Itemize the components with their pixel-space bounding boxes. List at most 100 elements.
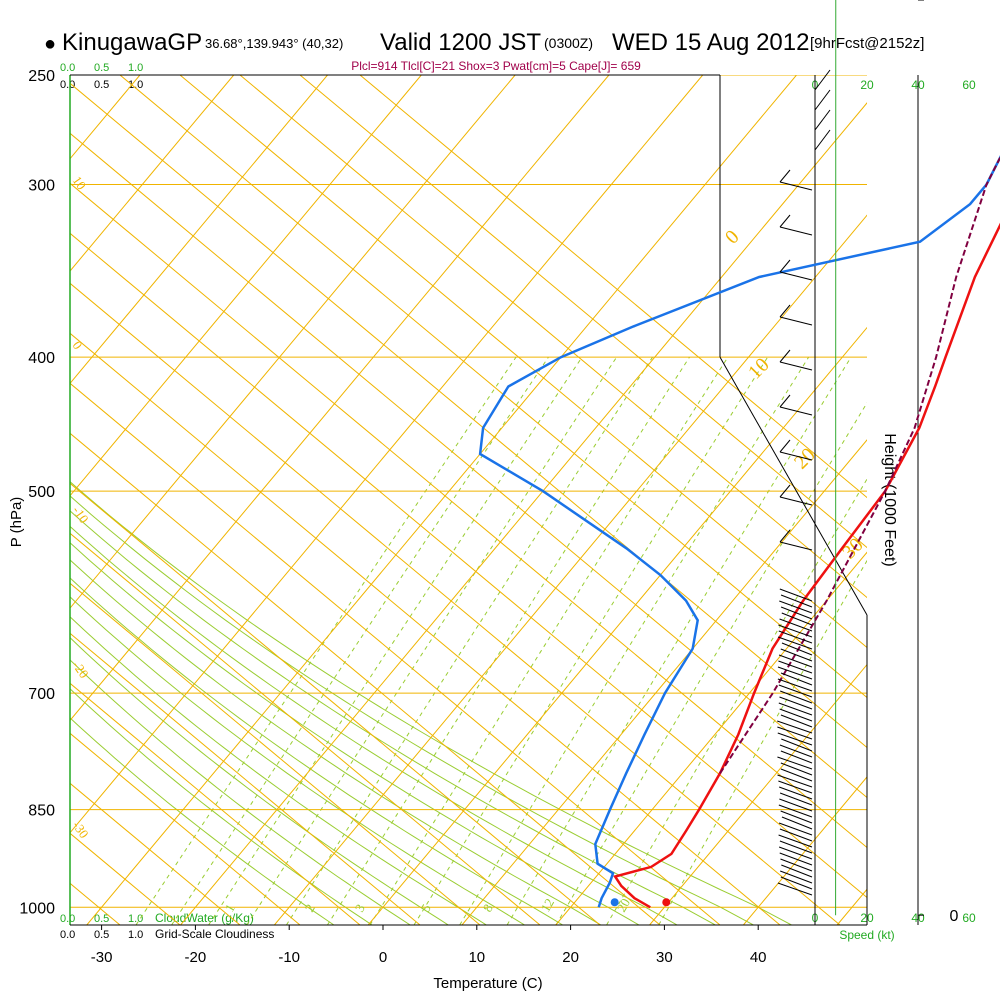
mixing-ratio-line bbox=[327, 357, 689, 925]
dry-adiabat-label: 10 bbox=[70, 173, 90, 192]
valid-time: Valid 1200 JST bbox=[380, 29, 541, 56]
pressure-tick-label: 250 bbox=[28, 68, 55, 85]
cloudiness-label: Grid-Scale Cloudiness bbox=[155, 927, 274, 941]
moist-adiabat-line bbox=[0, 0, 677, 925]
pressure-tick-label: 400 bbox=[28, 350, 55, 367]
moist-adiabat-line bbox=[0, 0, 410, 925]
wind-barb-icon bbox=[780, 793, 812, 805]
wind-barb-icon bbox=[780, 697, 812, 709]
isotherm-line bbox=[837, 75, 1000, 925]
wind-barb-icon bbox=[779, 823, 812, 835]
wind-barb-icon bbox=[780, 305, 790, 317]
dry-adiabat-label: -10 bbox=[70, 503, 92, 526]
wind-barb-icon bbox=[779, 805, 812, 817]
background-lines bbox=[0, 0, 1000, 925]
pressure-tick-label: 1000 bbox=[19, 900, 55, 917]
mixing-ratio-line bbox=[659, 357, 987, 925]
wind-barb-icon bbox=[779, 787, 812, 799]
dewpoint-profile-line bbox=[480, 99, 1000, 908]
wind-barb-icon bbox=[778, 781, 812, 793]
wind-barb-icon bbox=[780, 350, 790, 362]
wind-barb-icon bbox=[782, 613, 812, 625]
height-axis-title: Height (1000 Feet) bbox=[881, 433, 898, 566]
mixing-ratio-line bbox=[136, 357, 516, 925]
wind-barb-icon bbox=[780, 530, 790, 542]
cloudwater-tick-top-2: 1.0 bbox=[128, 62, 143, 74]
pressure-tick-label: 500 bbox=[28, 484, 55, 501]
y-axis-title: P (hPa) bbox=[8, 497, 25, 548]
wind-barb-icon bbox=[780, 871, 812, 883]
x-axis-title: Temperature (C) bbox=[433, 975, 542, 992]
speed-tick-top-1: 20 bbox=[860, 78, 874, 92]
mixing-ratio-line bbox=[209, 357, 582, 925]
wind-barb-icon bbox=[780, 272, 812, 280]
wind-barb-icon bbox=[780, 859, 812, 871]
isotherm-line bbox=[650, 75, 1000, 925]
moist-adiabat-line bbox=[0, 0, 601, 925]
wind-barb-icon bbox=[778, 733, 812, 745]
station-name: KinugawaGP bbox=[62, 29, 202, 56]
isotherm-line bbox=[0, 75, 703, 925]
wind-barb-icon bbox=[780, 841, 812, 853]
cloudiness-tick-bottom-2: 1.0 bbox=[128, 929, 143, 941]
temperature-tick-label: -20 bbox=[185, 949, 207, 966]
wind-barb-icon bbox=[779, 835, 812, 847]
top-right-speed-scale: 0 20 40 60 bbox=[812, 78, 976, 92]
wind-barb-icon bbox=[780, 542, 812, 550]
stability-params: Plcl=914 Tlcl[C]=21 Shox=3 Pwat[cm]=5 Ca… bbox=[351, 59, 641, 73]
cloudwater-tick-top-0: 0.0 bbox=[60, 62, 75, 74]
pressure-tick-label: 700 bbox=[28, 686, 55, 703]
dry-adiabat-line bbox=[0, 75, 480, 925]
height-tick-label: 32 bbox=[945, 0, 963, 4]
cloudiness-tick-bottom-0: 0.0 bbox=[60, 929, 75, 941]
temperature-tick-label: 20 bbox=[562, 949, 579, 966]
wind-barb-icon bbox=[780, 182, 812, 190]
speed-label: Speed (kt) bbox=[839, 928, 894, 942]
axis-ticks: 2503004005007008501000-30 -20 -10 0 10 20 30 40… bbox=[19, 0, 963, 966]
dry-adiabat-label: -30 bbox=[70, 818, 92, 841]
profiles bbox=[480, 99, 1000, 908]
surface-dewpoint-point bbox=[611, 898, 619, 906]
isotherm-line bbox=[368, 75, 1000, 925]
dry-adiabat-line bbox=[60, 75, 1000, 925]
wind-barb-icon bbox=[781, 715, 812, 727]
wind-barb-icon bbox=[781, 763, 812, 775]
moist-adiabat-line bbox=[0, 0, 525, 925]
skewt-chart: ● KinugawaGP 36.68°,139.943° (40,32) Val… bbox=[0, 0, 1000, 1000]
cloudiness-tick-bottom-1: 0.5 bbox=[94, 929, 109, 941]
dry-adiabat-label: 0 bbox=[721, 226, 744, 249]
moist-adiabat-line bbox=[0, 0, 448, 925]
moist-adiabat-line bbox=[0, 0, 715, 925]
wind-barb-icon bbox=[780, 227, 812, 235]
station-dot-icon: ● bbox=[44, 33, 56, 55]
temperature-tick-label: 30 bbox=[656, 949, 673, 966]
temperature-tick-label: 40 bbox=[750, 949, 767, 966]
valid-date: WED 15 Aug 2012 bbox=[612, 29, 809, 56]
temperature-tick-label: -30 bbox=[91, 949, 113, 966]
isotherm-line bbox=[181, 75, 891, 925]
wind-barb-icon bbox=[780, 745, 812, 757]
bottom-left-scales: 0.0 0.5 1.0 CloudWater (g/Kg) 0.0 0.5 1.… bbox=[60, 911, 274, 941]
wind-barb-icon bbox=[779, 655, 812, 667]
mixing-ratio-line bbox=[414, 357, 768, 925]
diagonal-edge bbox=[720, 357, 867, 615]
isotherm-line bbox=[556, 75, 1000, 925]
dry-adiabat-line bbox=[0, 75, 840, 925]
pressure-tick-label: 850 bbox=[28, 803, 55, 820]
wind-barb-icon bbox=[781, 751, 812, 763]
mixing-ratio-line bbox=[556, 357, 895, 925]
wind-barb-icon bbox=[780, 440, 790, 452]
mixing-ratio-line bbox=[370, 357, 728, 925]
temperature-tick-label: 0 bbox=[379, 949, 387, 966]
mixing-ratio-label: 5 bbox=[418, 901, 434, 914]
wind-barb-icon bbox=[780, 395, 790, 407]
wind-barb-icon bbox=[782, 817, 812, 829]
dry-adiabat-label: 0 bbox=[70, 338, 86, 352]
title-bar: ● KinugawaGP 36.68°,139.943° (40,32) Val… bbox=[44, 29, 924, 56]
wind-barb-icon bbox=[778, 661, 812, 673]
cloudwater-tick-bottom-2: 1.0 bbox=[128, 913, 143, 925]
speed-tick-top-3: 60 bbox=[962, 78, 976, 92]
dry-adiabat-line bbox=[0, 75, 720, 925]
mixing-ratio-line bbox=[172, 357, 549, 925]
wind-speed-line bbox=[836, 0, 877, 915]
